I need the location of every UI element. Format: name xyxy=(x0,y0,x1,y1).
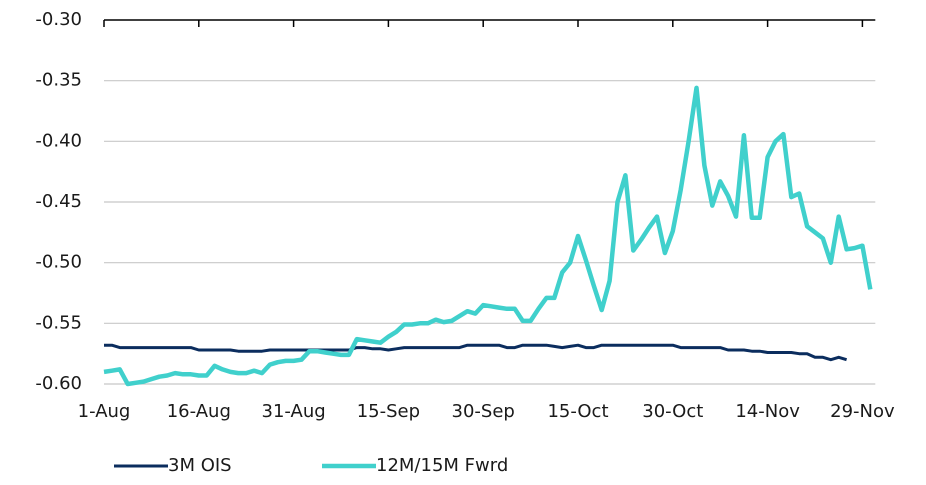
y-tick-label: -0.30 xyxy=(35,9,82,30)
y-tick-label: -0.40 xyxy=(35,130,82,151)
legend-label: 3M OIS xyxy=(168,455,232,476)
x-tick-label: 30-Oct xyxy=(642,401,703,422)
y-tick-label: -0.50 xyxy=(35,252,82,273)
legend-label: 12M/15M Fwrd xyxy=(376,455,508,476)
y-tick-label: -0.45 xyxy=(35,191,82,212)
x-tick-label: 15-Oct xyxy=(547,401,608,422)
series-line xyxy=(104,343,848,362)
x-tick-label: 31-Aug xyxy=(262,401,326,422)
y-tick-label: -0.60 xyxy=(35,373,82,394)
x-tick-label: 15-Sep xyxy=(357,401,420,422)
x-tick-label: 1-Aug xyxy=(78,401,131,422)
x-tick-label: 14-Nov xyxy=(735,401,800,422)
x-tick-label: 29-Nov xyxy=(830,401,895,422)
y-tick-label: -0.55 xyxy=(35,312,82,333)
y-tick-label: -0.35 xyxy=(35,70,82,91)
x-tick-label: 16-Aug xyxy=(167,401,231,422)
x-tick-label: 30-Sep xyxy=(452,401,515,422)
series-line xyxy=(103,85,873,387)
